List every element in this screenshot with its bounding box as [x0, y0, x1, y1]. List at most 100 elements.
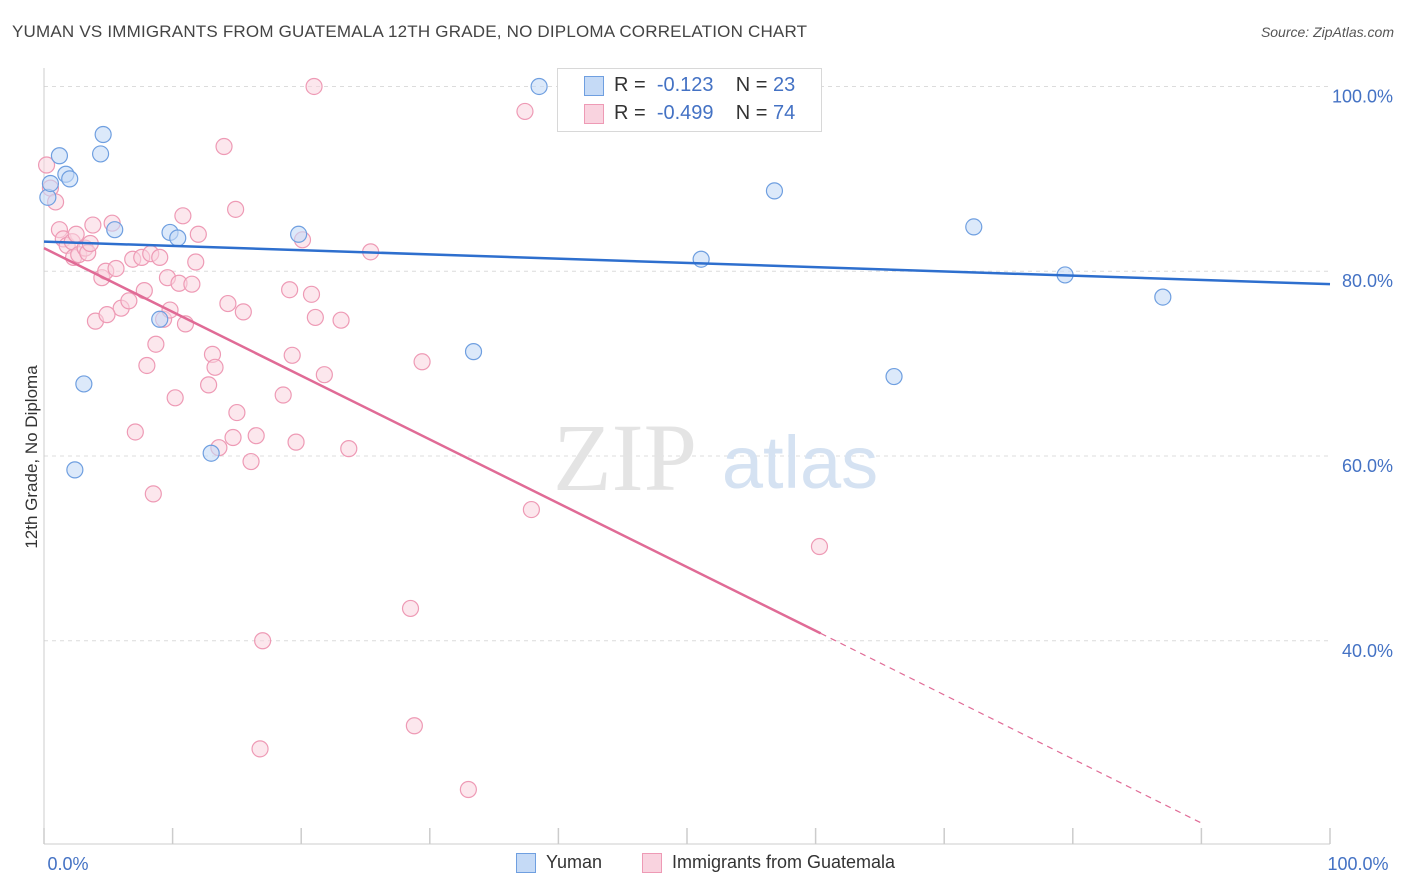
series-yuman-points — [39, 77, 1172, 479]
data-point-yuman — [41, 174, 60, 193]
data-point-guatemala — [67, 225, 85, 243]
data-point-yuman — [169, 229, 187, 247]
bottom-legend-label-yuman: Yuman — [546, 852, 603, 872]
data-point-yuman — [530, 77, 548, 96]
data-point-guatemala — [305, 77, 323, 96]
data-point-guatemala — [147, 335, 165, 353]
legend-n-label: N = — [735, 102, 768, 124]
series-guatemala-points — [37, 77, 829, 799]
trend-line-guatemala-extension — [820, 632, 1203, 825]
data-point-yuman — [885, 367, 903, 386]
trend-line-guatemala — [43, 247, 822, 635]
data-point-guatemala — [516, 102, 534, 121]
data-point-guatemala — [174, 207, 192, 225]
data-point-guatemala — [340, 440, 358, 458]
data-point-guatemala — [302, 285, 321, 303]
data-point-guatemala — [522, 500, 540, 519]
data-point-guatemala — [183, 275, 201, 293]
data-point-yuman — [1154, 288, 1172, 306]
data-point-guatemala — [281, 281, 299, 299]
data-point-guatemala — [234, 303, 252, 321]
data-point-guatemala — [166, 389, 184, 407]
y-tick-label: 100.0% — [1332, 86, 1393, 106]
data-point-guatemala — [332, 311, 350, 329]
trend-lines — [43, 240, 1331, 825]
data-point-guatemala — [138, 356, 156, 375]
y-tick-label: 40.0% — [1342, 641, 1393, 661]
legend-n-label: N = — [735, 74, 768, 96]
chart-title: YUMAN VS IMMIGRANTS FROM GUATEMALA 12TH … — [12, 22, 808, 41]
data-point-guatemala — [107, 259, 125, 278]
y-tick-labels: 40.0% 60.0% 80.0% 100.0% — [1332, 86, 1393, 660]
data-point-guatemala — [206, 358, 224, 376]
watermark-zip: ZIP — [553, 404, 697, 511]
data-point-guatemala — [401, 599, 420, 618]
legend-r-label: R = — [614, 102, 646, 124]
data-point-guatemala — [459, 780, 477, 799]
bottom-legend-swatch-yuman — [516, 853, 536, 873]
data-point-guatemala — [247, 427, 265, 445]
trend-line-yuman — [43, 240, 1331, 286]
data-point-guatemala — [315, 366, 333, 384]
data-point-yuman — [50, 147, 69, 165]
data-point-guatemala — [126, 423, 144, 441]
data-point-guatemala — [219, 294, 237, 313]
data-point-guatemala — [37, 156, 56, 174]
x-tick-label-max: 100.0% — [1327, 854, 1388, 874]
data-point-guatemala — [274, 386, 292, 404]
y-tick-label: 60.0% — [1342, 456, 1393, 476]
correlation-legend: R = -0.123 N = 23 R = -0.499 N = 74 — [557, 68, 822, 132]
data-point-yuman — [66, 461, 84, 479]
data-point-guatemala — [98, 306, 116, 324]
axes — [43, 68, 1331, 845]
data-point-guatemala — [413, 353, 431, 371]
data-point-yuman — [151, 310, 169, 328]
data-point-guatemala — [254, 632, 272, 650]
x-tick-label-min: 0.0% — [47, 854, 88, 874]
data-point-yuman — [61, 170, 79, 188]
data-point-guatemala — [283, 346, 301, 364]
data-point-guatemala — [224, 428, 242, 447]
data-point-guatemala — [228, 403, 246, 422]
data-point-yuman — [94, 125, 112, 144]
data-point-yuman — [202, 444, 220, 462]
x-tick-labels: 0.0% 100.0% — [47, 854, 1388, 874]
data-point-guatemala — [287, 433, 305, 451]
data-point-yuman — [75, 375, 93, 393]
data-point-guatemala — [144, 485, 162, 503]
bottom-legend-swatch-guatemala — [642, 853, 662, 873]
legend-r-label: R = — [614, 74, 646, 96]
data-point-guatemala — [200, 376, 218, 394]
data-point-guatemala — [810, 537, 829, 556]
data-point-guatemala — [227, 200, 245, 218]
data-point-guatemala — [215, 137, 233, 156]
gridlines — [44, 85, 1330, 642]
data-point-guatemala — [405, 717, 423, 735]
source-credit: Source: ZipAtlas.com — [1260, 24, 1394, 40]
watermark-atlas: atlas — [722, 421, 878, 504]
data-point-yuman — [39, 188, 57, 206]
watermark: ZIP atlas — [553, 404, 878, 511]
data-point-guatemala — [187, 253, 205, 271]
legend-swatch-guatemala — [584, 104, 604, 124]
data-point-yuman — [692, 250, 710, 268]
legend-swatch-yuman — [584, 76, 604, 96]
data-point-guatemala — [151, 248, 169, 266]
y-tick-label: 80.0% — [1342, 271, 1393, 291]
data-point-guatemala — [306, 308, 324, 327]
data-point-guatemala — [120, 292, 138, 310]
data-point-yuman — [765, 182, 784, 200]
legend-n-value-guatemala: 74 — [773, 102, 796, 124]
data-point-guatemala — [242, 452, 260, 471]
data-point-yuman — [106, 221, 124, 239]
bottom-legend-label-guatemala: Immigrants from Guatemala — [672, 852, 896, 872]
data-point-guatemala — [189, 225, 207, 243]
data-point-guatemala — [251, 740, 269, 758]
legend-r-value-yuman: -0.123 — [656, 74, 714, 96]
data-point-yuman — [290, 225, 308, 243]
data-point-yuman — [464, 343, 483, 361]
data-point-yuman — [91, 145, 110, 163]
legend-r-value-guatemala: -0.499 — [656, 102, 714, 124]
data-point-yuman — [965, 218, 983, 236]
